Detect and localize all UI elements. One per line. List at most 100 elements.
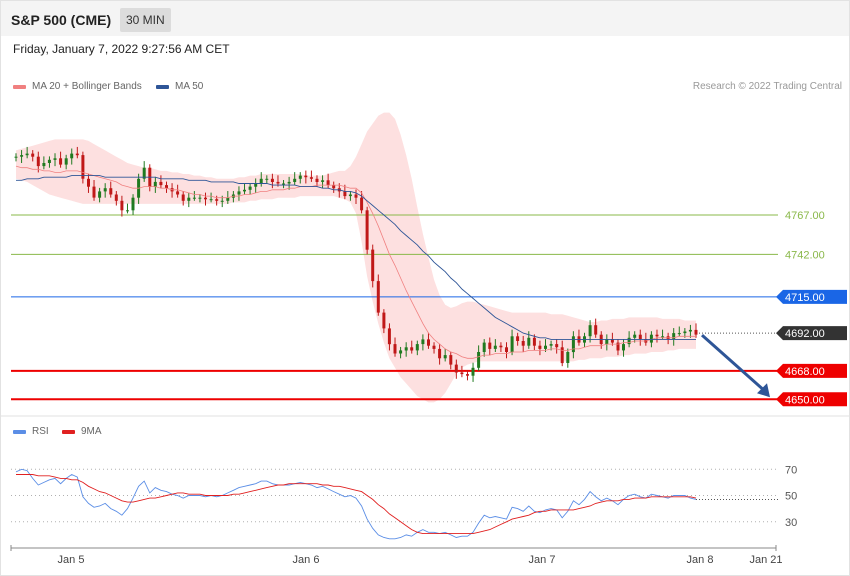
candle-body [605,339,609,345]
level-label-last: 4692.00 [785,328,825,340]
candle-body [538,345,542,349]
level-tag-last [776,326,847,341]
legend-ma20-label: MA 20 + Bollinger Bands [32,81,142,92]
candle-body [204,197,207,200]
candle-body [47,159,51,163]
candle-body [354,194,358,198]
candle-body [142,167,146,179]
candle-body [321,180,325,182]
candle-body [153,181,157,187]
legend-rsi-label: RSI [32,426,49,437]
candle-body [59,158,63,165]
candle-body [198,197,202,199]
candle-body [499,345,503,348]
candle-body [70,153,74,159]
candle-body [516,336,520,341]
candle-body [594,325,598,335]
candle-body [276,181,280,184]
x-tick-label: Jan 8 [687,554,714,566]
candle-body [532,337,536,346]
ma9-swatch [62,429,75,434]
candle-body [293,178,297,182]
candle-body [610,339,614,343]
candle-body [638,334,642,340]
candle-body [304,175,308,178]
candle-body [220,200,224,202]
legend-rsi: RSI [13,426,49,437]
candle-body [315,178,319,182]
candle-body [215,199,219,201]
candle-body [53,158,57,160]
candle-body [360,197,364,211]
candle-body [98,191,102,198]
candle-body [64,158,68,165]
x-tick-label: Jan 6 [293,554,320,566]
candle-body [309,177,313,179]
candle-body [627,337,631,345]
candle-body [14,156,18,158]
interval-badge[interactable]: 30 MIN [120,8,171,32]
candle-body [265,178,269,180]
candle-body [192,197,196,199]
candle-body [488,342,492,349]
candle-body [493,345,497,349]
rsi-swatch [13,429,26,434]
ma50-swatch [156,84,169,89]
candle-body [427,339,430,346]
candle-body [165,185,168,189]
candle-body [42,163,46,167]
candle-body [209,199,213,201]
candle-body [81,155,85,179]
candle-body [622,344,625,351]
candle-body [371,249,375,282]
instrument-title: S&P 500 (CME) [11,12,112,28]
candle-body [298,175,302,179]
ma50-line [16,175,696,340]
timestamp: Friday, January 7, 2022 9:27:56 AM CET [13,42,230,56]
candle-body [270,178,274,182]
candle-body [343,191,347,197]
legend-ma20: MA 20 + Bollinger Bands [13,81,142,92]
level-label-pivot: 4715.00 [785,292,825,304]
candle-body [505,347,508,352]
candle-body [616,342,620,351]
candle-body [549,344,553,346]
candle-body [248,186,252,190]
x-tick-label: Jan 7 [529,554,556,566]
level-label-support: 4668.00 [785,366,825,378]
candle-body [126,210,129,212]
candle-body [421,339,425,345]
candle-body [466,374,469,376]
candle-body [75,153,79,156]
candle-body [382,312,386,329]
candle-body [36,156,40,167]
candle-body [432,345,436,349]
candle-body [243,189,246,192]
candle-body [114,194,118,201]
candle-body [176,191,180,195]
legend-ma50-label: MA 50 [175,81,204,92]
forecast-arrow-shaft [701,333,765,392]
ma20-swatch [13,84,26,89]
candle-body [287,181,291,184]
candle-body [683,331,687,334]
level-tag-support [776,363,847,378]
candle-body [181,194,185,201]
ma20-line [15,165,696,359]
candle-body [677,333,681,335]
copyright-text: Research © 2022 Trading Central [692,81,842,92]
candle-body [326,180,330,185]
candle-body [31,153,35,157]
candle-body [454,364,458,373]
candle-body [566,352,570,363]
candle-body [443,355,447,359]
x-tick-label: Jan 21 [749,554,782,566]
x-tick-label: Jan 5 [58,554,85,566]
level-label-resistance: 4742.00 [785,249,825,261]
candle-body [348,194,352,197]
candle-body [482,342,486,352]
candle-body [438,348,442,359]
level-tag-support [776,392,847,407]
candle-body [259,178,263,184]
